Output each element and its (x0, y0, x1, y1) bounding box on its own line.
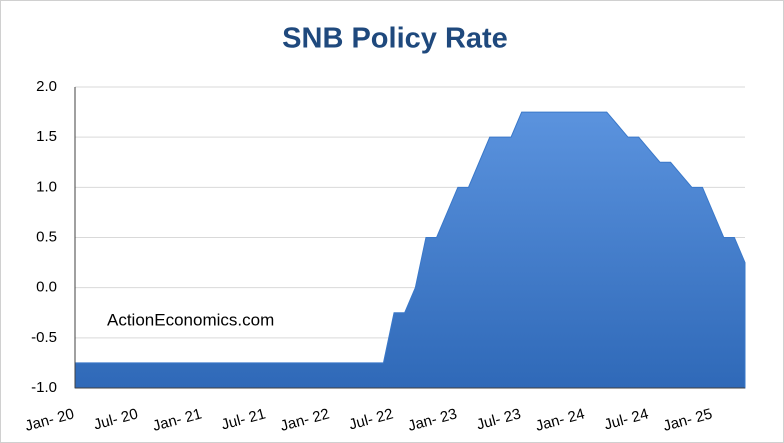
plot (74, 111, 746, 389)
y-tick-label: -1.0 (31, 379, 57, 396)
area (74, 111, 746, 389)
y-tick-label: 1.5 (36, 128, 57, 145)
y-tick-label: -0.5 (31, 329, 57, 346)
annotation: ActionEconomics.com (107, 310, 274, 329)
y-tick-label: 2.0 (36, 78, 57, 95)
y-tick-label: 0.5 (36, 228, 57, 245)
y-tick-label: 1.0 (36, 178, 57, 195)
chart-title: SNB Policy Rate (282, 23, 508, 55)
y-tick-label: 0.0 (36, 279, 57, 296)
